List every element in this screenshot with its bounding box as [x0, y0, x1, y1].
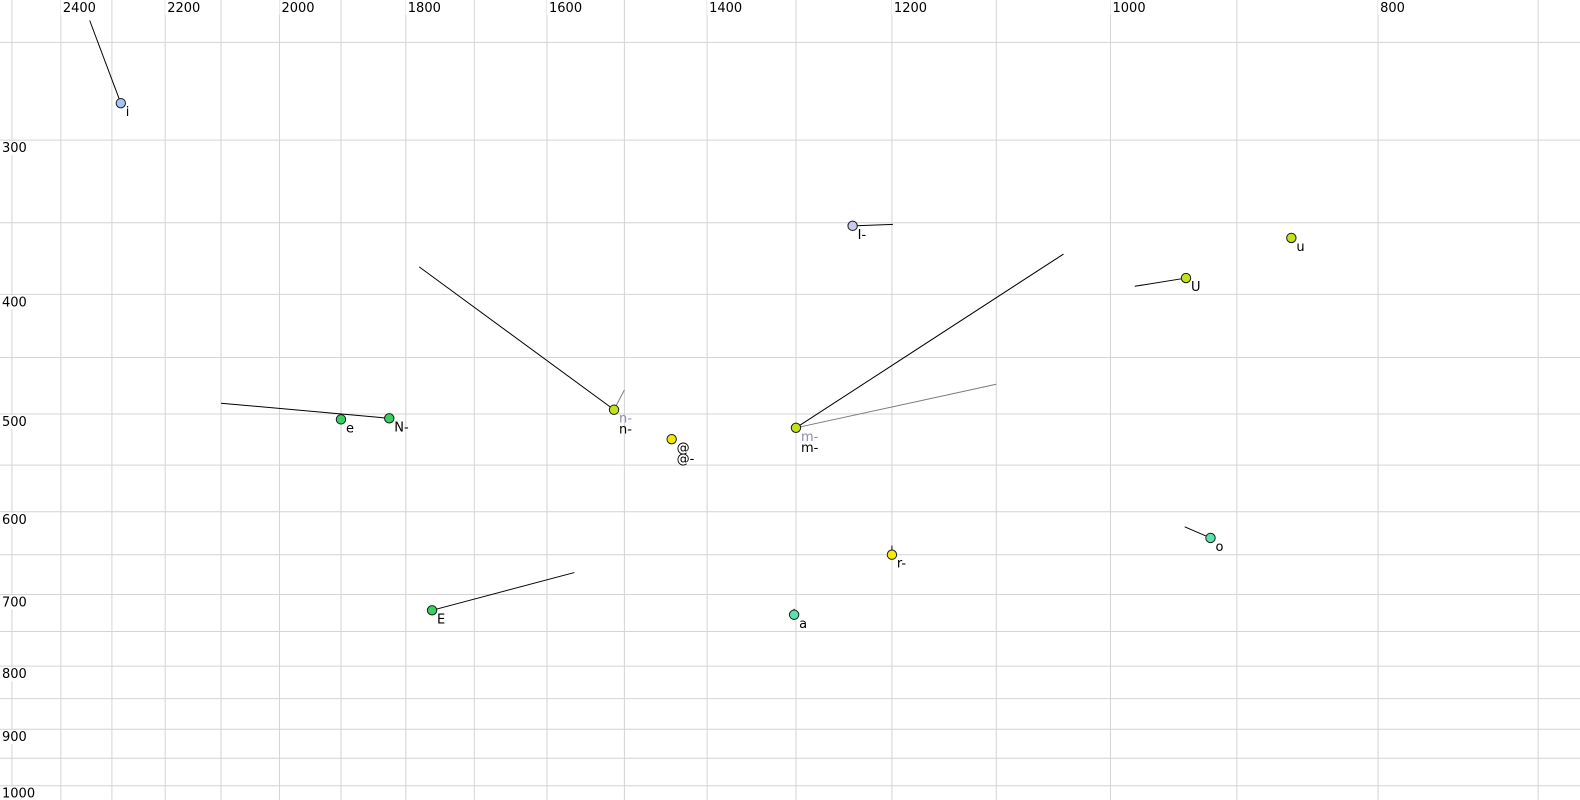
y-tick-label: 300 — [2, 141, 27, 156]
trajectory-line — [220, 402, 390, 419]
trajectory-line — [795, 253, 1064, 429]
point-label: m- — [801, 441, 819, 456]
x-tick-label: 1800 — [408, 1, 441, 16]
y-tick-label: 400 — [2, 295, 27, 310]
y-tick-label: 600 — [2, 513, 27, 528]
y-tick-label-backing — [0, 667, 29, 682]
point-label: N- — [394, 420, 409, 435]
y-tick-label-backing — [0, 512, 29, 527]
y-tick-label-backing — [0, 786, 36, 800]
y-tick-label-backing — [0, 595, 29, 610]
trajectory-line — [852, 223, 893, 227]
y-tick-label-backing — [0, 730, 29, 745]
x-tick-label-backing — [1378, 0, 1406, 15]
x-tick-label: 800 — [1380, 1, 1405, 16]
y-tick-label-backing — [0, 415, 29, 430]
x-tick-label: 1200 — [894, 1, 927, 16]
trajectory-line — [431, 572, 575, 611]
data-point — [788, 609, 800, 620]
x-tick-label-backing — [405, 0, 441, 15]
point-label: n- — [619, 412, 632, 427]
data-point — [886, 549, 898, 560]
x-tick-label-backing — [60, 0, 96, 15]
point-label: m- — [801, 430, 819, 445]
x-tick-label: 1600 — [549, 1, 582, 16]
y-tick-label: 500 — [2, 415, 27, 430]
trajectory-line — [418, 266, 615, 411]
y-tick-label: 1000 — [2, 787, 35, 800]
point-label: @ — [677, 441, 690, 456]
data-point — [1180, 272, 1192, 284]
x-tick-label: 1400 — [709, 1, 742, 16]
y-tick-label-backing — [0, 295, 29, 310]
x-tick-label-backing — [891, 0, 927, 15]
point-label: E — [437, 612, 445, 627]
x-tick-label-backing — [279, 0, 315, 15]
x-tick-label: 2000 — [281, 1, 314, 16]
y-tick-label-backing — [0, 141, 29, 156]
x-tick-label: 2200 — [167, 1, 200, 16]
x-tick-label-backing — [165, 0, 200, 15]
y-tick-label: 800 — [2, 667, 27, 682]
data-point — [384, 413, 395, 424]
trajectory-line — [89, 20, 122, 104]
data-point — [790, 422, 802, 434]
point-label: a — [799, 617, 807, 632]
data-point — [335, 414, 347, 425]
data-point — [1286, 232, 1297, 244]
trajectory-line — [1134, 277, 1187, 287]
y-tick-label: 900 — [2, 730, 27, 745]
x-tick-label: 1000 — [1113, 1, 1146, 16]
data-point — [1205, 532, 1216, 544]
point-label: n- — [619, 423, 632, 438]
data-point — [666, 433, 677, 445]
data-point — [847, 220, 858, 232]
point-label: u — [1296, 240, 1304, 255]
point-label: I- — [858, 228, 867, 243]
point-label: i — [126, 105, 130, 120]
trajectory-line — [795, 383, 997, 429]
point-label: U — [1191, 280, 1201, 295]
point-label: o — [1216, 540, 1224, 555]
point-label: @- — [677, 452, 695, 467]
x-tick-label-backing — [1110, 0, 1146, 15]
x-tick-label-backing — [547, 0, 582, 15]
point-label: e — [346, 421, 354, 436]
y-tick-label: 700 — [2, 595, 27, 610]
data-point — [115, 97, 126, 109]
data-point — [608, 404, 620, 415]
point-label: r- — [897, 557, 907, 572]
x-tick-label: 2400 — [63, 1, 96, 16]
data-point — [426, 605, 438, 616]
x-tick-label-backing — [707, 0, 742, 15]
